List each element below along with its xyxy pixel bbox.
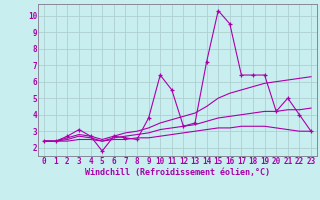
X-axis label: Windchill (Refroidissement éolien,°C): Windchill (Refroidissement éolien,°C): [85, 168, 270, 177]
